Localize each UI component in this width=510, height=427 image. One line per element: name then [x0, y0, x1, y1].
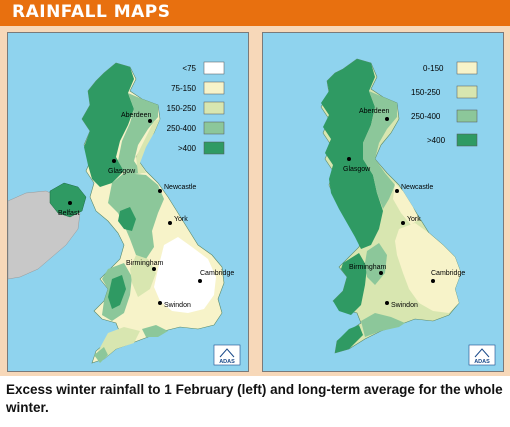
city-label-glasgow: Glasgow — [108, 168, 136, 175]
legend-right-swatch-3 — [456, 133, 478, 147]
city-label-birmingham: Birmingham — [126, 260, 164, 267]
city-belfast: Belfast — [58, 201, 79, 217]
city-newcastle: Newcastle — [395, 184, 433, 193]
adas-logo-right: ADAS — [468, 344, 496, 366]
legend-left-label-0: <75 — [182, 64, 196, 73]
southern-uplands-zone — [108, 173, 164, 259]
legend-right-swatch-2 — [456, 109, 478, 123]
scotland-highland-zone — [321, 59, 383, 249]
legend-right: 0-150 150-250 250-400 >400 — [411, 61, 478, 147]
map-left-excess-rainfall: Aberdeen Glasgow Belfast Newcastle York … — [7, 32, 249, 372]
scotland-coast-zone — [136, 119, 160, 173]
city-glasgow: Glasgow — [108, 159, 136, 175]
legend-left-label-1: 75-150 — [171, 84, 196, 93]
northeast-zone — [393, 183, 419, 225]
wales-high-zone — [333, 253, 367, 315]
figure-caption: Excess winter rainfall to 1 February (le… — [6, 382, 503, 415]
city-newcastle: Newcastle — [158, 184, 196, 193]
adas-logo-left: ADAS — [213, 344, 241, 366]
city-label-york: York — [174, 216, 188, 223]
legend-left-swatch-2 — [203, 101, 225, 115]
legend-right-swatch-1 — [456, 85, 478, 99]
legend-left-swatch-3 — [203, 121, 225, 135]
east-england-dry-zone — [154, 237, 216, 313]
northern-ireland — [49, 182, 87, 218]
city-birmingham: Birmingham — [349, 264, 387, 275]
city-york: York — [168, 216, 188, 225]
scotland-highland-zone — [82, 63, 134, 187]
midlands-zone — [130, 255, 156, 297]
legend-right-label-1: 150-250 — [411, 88, 441, 97]
scotland-east-zone — [118, 93, 158, 175]
city-label-cambridge: Cambridge — [431, 270, 465, 277]
city-label-aberdeen: Aberdeen — [359, 108, 389, 115]
southwest-high-zone — [335, 325, 363, 353]
city-label-york: York — [407, 216, 421, 223]
lake-district-zone — [118, 207, 136, 231]
legend-right-label-3: >400 — [427, 136, 446, 145]
adas-logo-left-text: ADAS — [219, 359, 235, 365]
scotland-east-zone — [363, 91, 397, 209]
legend-left-label-4: >400 — [178, 144, 197, 153]
map-right-average-rainfall: Aberdeen Glasgow Newcastle York Birmingh… — [262, 32, 504, 372]
city-label-swindon: Swindon — [164, 302, 191, 309]
header-title: RAINFALL MAPS — [12, 2, 171, 22]
legend-left-label-3: 250-400 — [167, 124, 197, 133]
adas-logo-right-text: ADAS — [474, 359, 490, 365]
map-right-svg: Aberdeen Glasgow Newcastle York Birmingh… — [320, 58, 496, 366]
legend-left-label-2: 150-250 — [167, 104, 197, 113]
city-swindon: Swindon — [158, 301, 191, 309]
legend-left-swatch-4 — [203, 141, 225, 155]
south-coast-zone — [142, 325, 168, 337]
city-label-newcastle: Newcastle — [164, 184, 196, 191]
city-aberdeen: Aberdeen — [121, 112, 152, 123]
header-bar: RAINFALL MAPS — [0, 0, 510, 26]
city-glasgow: Glasgow — [343, 157, 371, 173]
city-cambridge: Cambridge — [198, 270, 234, 283]
wales-high-zone — [108, 275, 126, 309]
east-england-dry-zone — [395, 223, 461, 313]
legend-left-swatch-0 — [203, 61, 225, 75]
city-swindon: Swindon — [385, 301, 418, 309]
legend-right-label-0: 0-150 — [423, 64, 444, 73]
city-label-birmingham: Birmingham — [349, 264, 387, 271]
city-birmingham: Birmingham — [126, 260, 164, 271]
map-left-svg: Aberdeen Glasgow Belfast Newcastle York … — [8, 61, 241, 366]
legend-right-swatch-0 — [456, 61, 478, 75]
southwest-zone — [96, 327, 140, 359]
legend-left-swatch-1 — [203, 81, 225, 95]
southwest-peninsula-zone — [94, 347, 108, 363]
city-label-aberdeen: Aberdeen — [121, 112, 151, 119]
south-zone — [361, 313, 405, 337]
city-aberdeen: Aberdeen — [359, 108, 389, 121]
city-cambridge: Cambridge — [431, 270, 465, 283]
legend-right-label-2: 250-400 — [411, 112, 441, 121]
city-york: York — [401, 216, 421, 225]
city-label-swindon: Swindon — [391, 302, 418, 309]
city-label-newcastle: Newcastle — [401, 184, 433, 191]
city-label-glasgow: Glasgow — [343, 166, 371, 173]
city-label-cambridge: Cambridge — [200, 270, 234, 277]
legend-left: <75 75-150 150-250 250-400 >400 — [167, 61, 225, 155]
city-label-belfast: Belfast — [58, 210, 79, 217]
